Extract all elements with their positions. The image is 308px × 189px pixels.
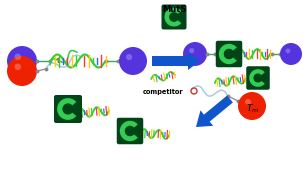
FancyBboxPatch shape — [161, 5, 187, 29]
Wedge shape — [249, 69, 265, 87]
Circle shape — [125, 126, 135, 136]
Polygon shape — [130, 124, 143, 138]
Text: MutS: MutS — [162, 5, 186, 14]
Circle shape — [63, 103, 74, 115]
Circle shape — [238, 92, 266, 120]
Circle shape — [280, 43, 302, 65]
Circle shape — [189, 48, 194, 53]
Circle shape — [224, 49, 234, 59]
Wedge shape — [219, 44, 237, 64]
Circle shape — [14, 64, 21, 70]
Circle shape — [14, 53, 21, 60]
Circle shape — [7, 46, 37, 76]
Text: competitor: competitor — [143, 89, 183, 95]
Circle shape — [119, 47, 147, 75]
Wedge shape — [164, 8, 181, 26]
Polygon shape — [152, 52, 200, 70]
FancyBboxPatch shape — [117, 118, 143, 144]
Polygon shape — [229, 47, 242, 61]
Wedge shape — [120, 121, 138, 141]
FancyBboxPatch shape — [246, 66, 270, 90]
Polygon shape — [68, 102, 82, 116]
Circle shape — [245, 99, 251, 105]
Polygon shape — [258, 72, 269, 84]
Text: $T_m$: $T_m$ — [246, 103, 259, 115]
Circle shape — [253, 74, 262, 83]
FancyBboxPatch shape — [216, 41, 242, 67]
Wedge shape — [57, 98, 76, 120]
FancyBboxPatch shape — [54, 95, 82, 123]
Polygon shape — [196, 95, 233, 127]
Circle shape — [286, 49, 290, 53]
Circle shape — [7, 56, 37, 86]
Circle shape — [126, 54, 132, 60]
Circle shape — [169, 12, 179, 22]
Polygon shape — [174, 11, 186, 23]
Circle shape — [183, 42, 207, 66]
